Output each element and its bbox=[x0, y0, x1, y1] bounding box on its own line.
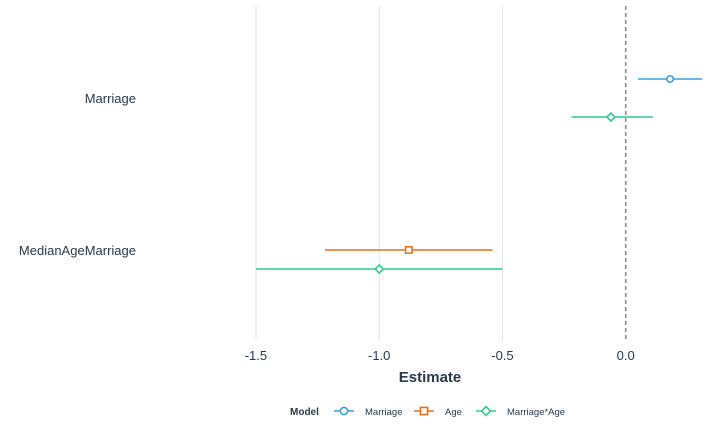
legend-items: Marriage Age Marriage*Age bbox=[334, 405, 565, 418]
legend-label: Marriage*Age bbox=[507, 407, 565, 418]
x-tick-label: -1.5 bbox=[245, 348, 267, 363]
x-tick-label: -0.5 bbox=[491, 348, 513, 363]
legend-key-circle bbox=[339, 406, 349, 416]
point-diamond bbox=[374, 263, 385, 275]
x-tick-labels: -1.5 -1.0 -0.5 0.0 bbox=[245, 348, 635, 363]
legend-label: Marriage bbox=[365, 407, 403, 418]
point-square bbox=[404, 246, 413, 255]
point-circle bbox=[666, 75, 675, 84]
legend: Model Marriage Age Marriage*Age bbox=[290, 405, 565, 418]
y-tick-labels: Marriage MedianAgeMarriage bbox=[19, 91, 136, 258]
legend-key-square bbox=[419, 406, 429, 416]
gridlines bbox=[255, 6, 503, 340]
y-tick-label: Marriage bbox=[85, 91, 136, 106]
legend-title: Model bbox=[290, 407, 319, 418]
y-tick-label: MedianAgeMarriage bbox=[19, 243, 136, 258]
legend-label: Age bbox=[445, 407, 462, 418]
legend-key-diamond bbox=[480, 405, 492, 417]
point-diamond bbox=[605, 111, 617, 123]
series-group bbox=[255, 75, 703, 275]
x-tick-label: 0.0 bbox=[617, 348, 635, 363]
x-tick-label: -1.0 bbox=[368, 348, 390, 363]
x-axis-title: Estimate bbox=[399, 369, 462, 386]
